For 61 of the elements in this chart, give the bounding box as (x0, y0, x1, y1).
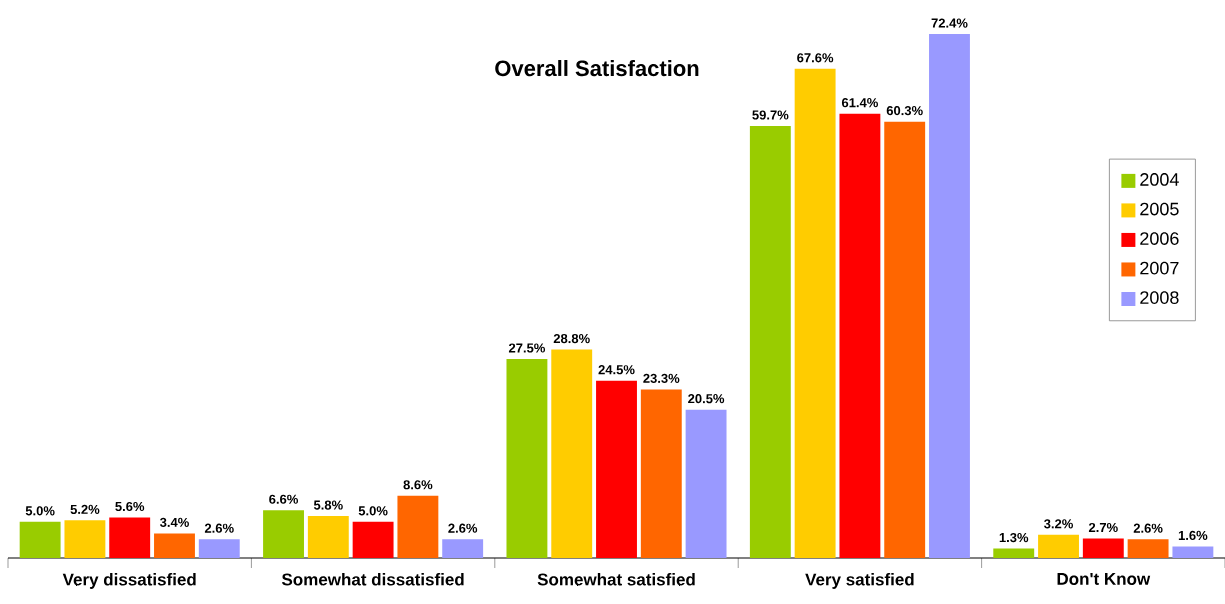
bar (352, 521, 394, 558)
data-label: 8.6% (403, 480, 433, 490)
bar (794, 68, 836, 558)
bar (198, 539, 240, 558)
bar (839, 113, 881, 558)
data-label: 5.0% (25, 506, 55, 516)
data-label: 1.6% (1178, 530, 1208, 541)
bar (1127, 539, 1169, 558)
data-label: 3.2% (1044, 519, 1073, 529)
bar (640, 389, 682, 558)
x-tick-label: Don't Know (1057, 573, 1151, 585)
data-label: 72.4% (931, 18, 968, 28)
data-label: 20.5% (688, 394, 725, 404)
bar (1172, 546, 1214, 558)
text: Overall Satisfaction (495, 60, 699, 77)
data-label: 59.7% (752, 110, 789, 120)
bar (749, 125, 791, 558)
data-label: 60.3% (886, 106, 923, 116)
bar (442, 539, 484, 558)
x-tick-label: Somewhat satisfied (537, 573, 695, 586)
bar (397, 495, 439, 558)
data-label: 67.6% (797, 53, 834, 63)
data-label: 27.5% (508, 343, 546, 353)
bar (929, 34, 970, 558)
bar (1082, 538, 1124, 558)
bar (1038, 534, 1079, 558)
bar (993, 548, 1035, 558)
data-label: 61.4% (841, 98, 878, 108)
data-label: 2.6% (1133, 523, 1163, 533)
bar (307, 516, 349, 558)
data-label: 1.3% (999, 532, 1029, 543)
data-label: 6.6% (269, 494, 298, 504)
data-label: 3.4% (159, 517, 189, 528)
bar (596, 380, 637, 558)
data-label: 5.6% (115, 501, 145, 512)
legend-label: 2007 (1140, 261, 1179, 275)
data-label: 2.6% (448, 523, 478, 533)
data-label: 2.6% (204, 523, 234, 533)
x-tick-label: Very dissatisfied (62, 573, 196, 589)
x-tick-label: Somewhat dissatisfied (281, 573, 464, 586)
bar (884, 121, 926, 558)
data-label: 5.8% (313, 500, 343, 510)
bar (154, 533, 195, 558)
bar (109, 517, 151, 558)
x-tick-label: Very satisfied (805, 573, 914, 589)
bar (551, 349, 593, 558)
bar (64, 520, 106, 558)
legend-label: 2004 (1140, 173, 1179, 186)
bar (506, 358, 548, 558)
data-label: 2.7% (1088, 522, 1118, 533)
data-label: 28.8% (553, 333, 590, 344)
bar (263, 510, 304, 558)
data-label: 5.0% (358, 506, 388, 516)
data-label: 24.5% (598, 365, 635, 375)
legend-label: 2008 (1140, 291, 1179, 304)
legend-label: 2006 (1140, 232, 1179, 245)
bar (19, 521, 61, 558)
legend-label: 2005 (1140, 202, 1179, 216)
data-label: 23.3% (643, 373, 680, 383)
bar (685, 409, 727, 558)
data-label: 5.2% (70, 504, 100, 514)
